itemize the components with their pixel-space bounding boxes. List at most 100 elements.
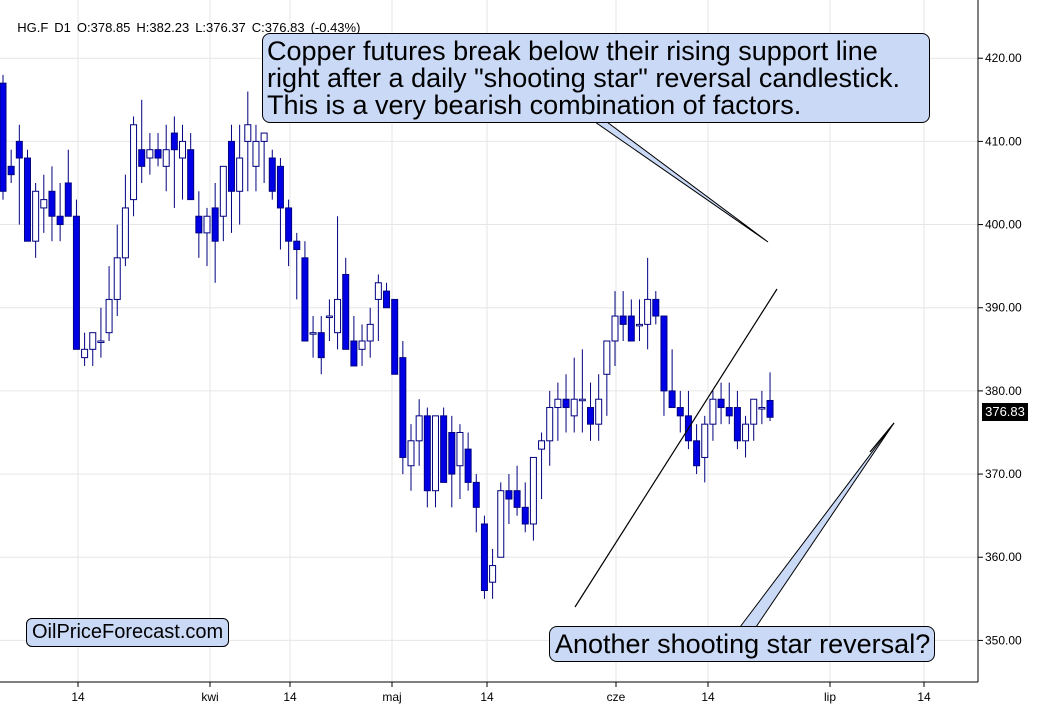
candle-body: [227, 140, 235, 192]
candle-body: [758, 407, 766, 410]
candle-body: [456, 431, 464, 467]
candle-body: [56, 215, 64, 226]
candle-body: [546, 407, 554, 442]
candle-body: [497, 490, 505, 558]
support-trend-line: [574, 288, 778, 608]
candle-body: [7, 165, 15, 176]
candle-body: [244, 124, 252, 142]
candle-body: [489, 565, 497, 583]
y-tick-label: 390.00: [985, 301, 1022, 315]
candle-body: [334, 298, 342, 334]
candle-body: [668, 390, 676, 409]
low-value: L:376.37: [195, 20, 246, 35]
candle-body: [366, 323, 374, 342]
candle-body: [399, 357, 407, 458]
candle-body: [81, 348, 89, 359]
candle-body: [325, 315, 333, 319]
x-tick-label: kwi: [201, 690, 218, 704]
x-tick-label: 14: [480, 690, 494, 704]
candle-body: [301, 257, 309, 342]
candle-body: [211, 207, 219, 242]
candle-body: [709, 398, 717, 425]
candle-body: [252, 140, 260, 167]
close-value: C:376.83: [251, 20, 305, 35]
y-tick-label: 410.00: [985, 134, 1022, 148]
timeframe-label: D1: [54, 20, 71, 35]
x-tick-label: 14: [283, 690, 297, 704]
candle-body: [48, 190, 56, 217]
candle-body: [578, 398, 586, 402]
last-price-tag: 376.83: [982, 403, 1028, 421]
candle-body: [529, 456, 537, 525]
candle-body: [619, 315, 627, 325]
candle-body: [472, 481, 480, 508]
candle-body: [89, 332, 97, 350]
candle-body: [742, 423, 750, 442]
candle-body: [113, 257, 121, 300]
x-tick-label: 14: [71, 690, 85, 704]
candle-body: [154, 149, 162, 159]
candle-body: [105, 298, 113, 334]
x-tick-label: lip: [824, 690, 836, 704]
candle-body: [342, 273, 350, 350]
candle-body: [595, 398, 603, 425]
candle-body: [23, 157, 31, 242]
y-tick-label: 380.00: [985, 384, 1022, 398]
candle-body: [121, 207, 129, 259]
x-tick-label: 14: [701, 690, 715, 704]
y-tick-label: 360.00: [985, 550, 1022, 564]
chart-header: HG.F D1 O:378.85 H:382.23 L:376.37 C:376.83 (-…: [10, 5, 366, 35]
candle-body: [603, 340, 611, 375]
candle-body: [415, 415, 423, 442]
candle-body: [32, 190, 40, 242]
main-annotation: Copper futures break below their rising …: [262, 33, 930, 123]
candle-body: [138, 149, 146, 167]
candle-body: [407, 440, 415, 467]
candle-body: [717, 398, 725, 409]
candle-body: [236, 157, 244, 192]
candle-body: [635, 323, 643, 327]
candle-body: [276, 165, 284, 209]
high-value: H:382.23: [136, 20, 190, 35]
candle-body: [268, 157, 276, 192]
candle-body: [130, 124, 138, 201]
candle-body: [170, 132, 178, 151]
second-callout-pointer: [739, 422, 895, 628]
candle-body: [219, 165, 227, 217]
candle-body: [203, 215, 211, 234]
candle-body: [195, 215, 203, 234]
x-tick-label: cze: [607, 690, 626, 704]
candle-body: [179, 140, 187, 159]
candle-body: [162, 149, 170, 167]
candle-body: [260, 132, 268, 142]
candle-body: [660, 315, 668, 392]
y-tick-label: 400.00: [985, 218, 1022, 232]
y-tick-label: 420.00: [985, 51, 1022, 65]
candle-body: [521, 506, 529, 525]
candle-body: [350, 340, 358, 367]
candle-body: [440, 415, 448, 483]
candle-body: [293, 240, 301, 251]
candle-body: [431, 415, 439, 492]
candle-body: [587, 407, 595, 425]
candle-body: [554, 398, 562, 409]
candle-body: [40, 199, 48, 209]
candle-body: [538, 440, 546, 450]
candle-body: [146, 149, 154, 159]
candle-body: [383, 290, 391, 309]
candle-body: [374, 282, 382, 300]
candle-body: [505, 490, 513, 500]
candle-body: [391, 298, 399, 375]
candle-body: [317, 332, 325, 359]
candle-body: [676, 407, 684, 417]
candle-body: [733, 407, 741, 442]
candle-body: [358, 340, 366, 350]
candle-body: [448, 431, 456, 475]
open-value: O:378.85: [76, 20, 131, 35]
second-annotation: Another shooting star reversal?: [549, 626, 936, 662]
candle-body: [72, 215, 80, 350]
candle-body: [309, 332, 317, 335]
x-tick-label: 14: [917, 690, 931, 704]
candle-body: [750, 398, 758, 425]
